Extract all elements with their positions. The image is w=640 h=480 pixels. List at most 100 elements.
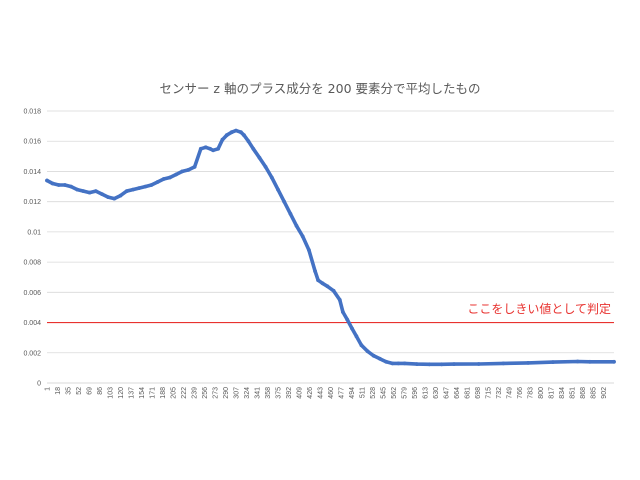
data-point (234, 128, 238, 133)
data-point (246, 139, 251, 144)
y-tick-label: 0.012 (23, 199, 41, 206)
data-point (208, 146, 213, 151)
data-point (50, 181, 55, 186)
data-point (588, 359, 592, 364)
data-point (359, 343, 364, 348)
x-tick-label: 69 (87, 387, 94, 395)
y-tick-label: 0 (37, 381, 41, 388)
y-axis-ticks: 0 0.002 0.004 0.006 0.008 0.01 0.012 0.014 0.016… (23, 109, 41, 388)
data-point (203, 145, 208, 150)
data-point (63, 183, 67, 187)
data-point (263, 165, 268, 169)
x-tick-label: 783 (528, 387, 535, 399)
data-point (131, 187, 135, 192)
x-tick-label: 239 (192, 387, 199, 399)
x-tick-label: 86 (97, 387, 104, 395)
y-tick-label: 0.006 (23, 290, 41, 297)
y-tick-label: 0.014 (23, 169, 41, 176)
data-point (390, 361, 395, 366)
x-tick-label: 749 (507, 387, 514, 399)
data-point (239, 130, 243, 135)
x-tick-label: 52 (76, 387, 83, 395)
x-tick-label: 562 (391, 387, 398, 399)
gridlines (47, 110, 614, 354)
x-tick-label: 154 (139, 387, 146, 399)
data-point (476, 362, 481, 366)
x-tick-label: 103 (108, 387, 115, 399)
data-point (427, 362, 432, 367)
data-point (251, 146, 256, 151)
data-point (168, 175, 172, 180)
x-tick-label: 664 (454, 387, 461, 399)
data-point (216, 146, 221, 151)
series-line (45, 128, 616, 367)
x-tick-label: 528 (370, 387, 377, 399)
data-point (180, 169, 185, 174)
x-tick-label: 596 (412, 387, 419, 399)
data-point (269, 175, 274, 180)
data-point (337, 298, 342, 302)
data-point (396, 361, 401, 366)
x-tick-label: 766 (517, 387, 524, 399)
data-point (276, 187, 280, 192)
x-tick-label: 477 (339, 387, 346, 399)
x-tick-label: 35 (66, 387, 73, 395)
x-tick-label: 579 (402, 387, 409, 399)
data-point (325, 284, 330, 289)
data-point (526, 361, 530, 365)
x-tick-label: 800 (538, 387, 545, 399)
data-point (371, 353, 376, 358)
data-point (106, 195, 110, 200)
data-point (320, 281, 325, 286)
threshold-label: ここをしきい値として判定 (467, 301, 611, 316)
x-tick-label: 392 (286, 387, 293, 399)
data-point (137, 186, 141, 191)
x-tick-label: 171 (150, 387, 157, 399)
x-tick-label: 511 (360, 387, 367, 398)
x-tick-label: 494 (349, 387, 356, 399)
x-tick-label: 647 (444, 387, 451, 399)
x-tick-label: 613 (423, 387, 430, 399)
data-point (81, 189, 86, 194)
x-tick-label: 375 (276, 387, 283, 399)
data-point (161, 177, 166, 181)
data-point (56, 183, 61, 187)
x-tick-label: 902 (601, 387, 608, 399)
data-point (124, 189, 129, 194)
x-axis-ticks: 1 18 35 52 69 86 103 120 137 154 171 188 205 222 239 25… (45, 387, 609, 399)
data-point (415, 362, 419, 366)
data-point (378, 356, 382, 361)
data-point (186, 168, 191, 172)
x-tick-label: 409 (297, 387, 304, 399)
data-point (612, 359, 616, 364)
data-point (345, 317, 350, 322)
data-point (118, 193, 123, 198)
data-point (294, 223, 299, 228)
data-point (87, 190, 92, 195)
y-tick-label: 0.016 (23, 139, 41, 146)
x-tick-label: 545 (381, 387, 388, 399)
x-tick-label: 460 (328, 387, 335, 399)
x-tick-label: 885 (591, 387, 598, 399)
data-point (100, 192, 104, 197)
data-point (224, 133, 229, 138)
x-tick-label: 137 (129, 387, 136, 399)
data-point (365, 349, 370, 354)
data-point (282, 199, 287, 204)
x-tick-label: 630 (433, 387, 440, 399)
data-point (242, 133, 246, 138)
x-tick-label: 715 (486, 387, 493, 399)
data-point (112, 196, 117, 201)
data-point (575, 359, 580, 364)
data-point (149, 183, 154, 187)
data-point (350, 326, 354, 331)
series-layer (45, 128, 616, 367)
y-tick-label: 0.018 (23, 109, 41, 116)
x-tick-label: 290 (223, 387, 230, 399)
x-tick-label: 205 (171, 387, 178, 399)
x-tick-label: 273 (213, 387, 220, 399)
data-point (75, 187, 80, 192)
data-point (341, 310, 345, 314)
x-tick-label: 120 (118, 387, 125, 399)
